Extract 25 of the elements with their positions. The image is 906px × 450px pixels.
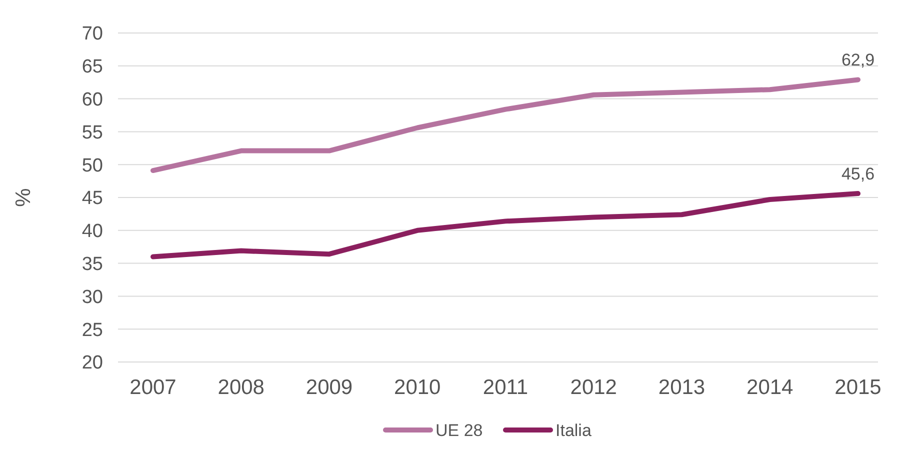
x-tick-label: 2011 [482, 376, 528, 399]
y-tick-label: 70 [82, 24, 103, 45]
x-tick-label: 2013 [658, 376, 706, 399]
x-tick-label: 2007 [130, 376, 176, 399]
y-tick-label: 50 [82, 155, 103, 176]
x-tick-label: 2008 [218, 376, 264, 399]
data-label: 45,6 [841, 164, 875, 184]
data-label: 62,9 [841, 50, 875, 70]
y-tick-label: 45 [82, 188, 103, 210]
y-tick-label: 20 [82, 352, 103, 374]
y-tick-label: 65 [82, 56, 103, 78]
y-tick-label: 25 [82, 320, 103, 341]
y-tick-label: 60 [82, 89, 103, 110]
x-tick-label: 2010 [394, 376, 441, 399]
legend-label: Italia [556, 420, 592, 440]
x-tick-label: 2015 [834, 376, 882, 399]
y-tick-label: 55 [82, 122, 103, 144]
legend-label: UE 28 [436, 420, 483, 440]
x-tick-label: 2009 [306, 376, 353, 399]
x-tick-label: 2012 [570, 376, 617, 399]
y-tick-label: 40 [82, 221, 103, 242]
x-tick-label: 2014 [746, 376, 794, 399]
y-tick-label: 35 [82, 254, 103, 275]
y-tick-label: 30 [82, 286, 103, 308]
y-axis-title: % [12, 188, 35, 207]
